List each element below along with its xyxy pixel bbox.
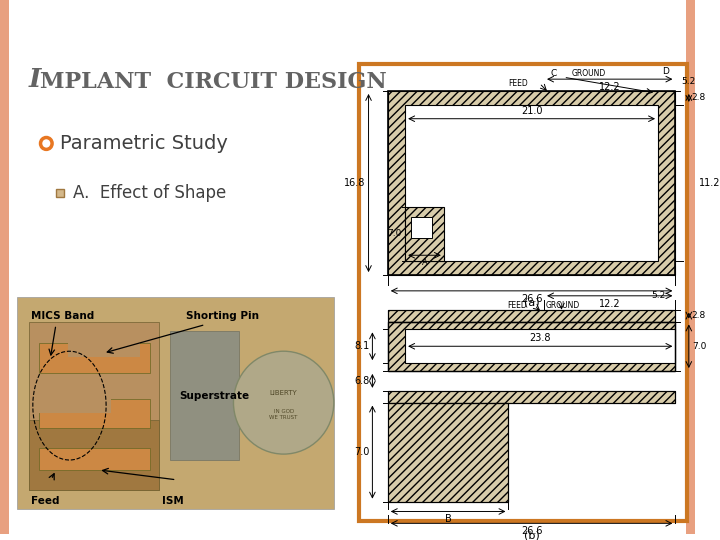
Bar: [68, 343, 140, 357]
Bar: [388, 91, 675, 275]
Bar: [388, 391, 675, 403]
Bar: [39, 343, 150, 373]
Bar: [388, 309, 675, 321]
Text: 26.6: 26.6: [521, 526, 542, 536]
Text: IN GOD
WE TRUST: IN GOD WE TRUST: [269, 409, 298, 420]
Text: B: B: [445, 515, 451, 524]
Bar: [29, 321, 159, 490]
Text: (b): (b): [523, 530, 539, 540]
Text: 6.8: 6.8: [354, 376, 369, 386]
Bar: [39, 399, 150, 428]
Text: 21.0: 21.0: [521, 106, 542, 116]
Text: Parametric Study: Parametric Study: [60, 134, 228, 153]
Text: A: A: [422, 258, 428, 267]
Text: 5.2: 5.2: [681, 77, 696, 86]
Text: GROUND: GROUND: [571, 69, 606, 78]
Bar: [29, 421, 159, 490]
Bar: [39, 399, 111, 413]
Bar: [388, 321, 675, 371]
Bar: [388, 309, 675, 321]
Bar: [388, 403, 508, 502]
Text: 16.8: 16.8: [344, 178, 366, 188]
Text: Superstrate: Superstrate: [179, 391, 250, 401]
Bar: [56, 189, 63, 197]
Text: I: I: [29, 68, 41, 92]
Bar: [405, 207, 444, 261]
Bar: [405, 329, 675, 363]
Text: Shorting Pin: Shorting Pin: [186, 310, 259, 321]
Bar: [388, 91, 675, 275]
Bar: [17, 297, 334, 510]
Text: 26.6: 26.6: [521, 294, 542, 304]
Circle shape: [233, 351, 334, 454]
Text: 11.2: 11.2: [699, 178, 720, 188]
Text: FEED: FEED: [508, 79, 528, 87]
Text: 7.0: 7.0: [692, 342, 706, 351]
Text: 8.1: 8.1: [354, 341, 369, 351]
Bar: [170, 332, 239, 460]
Text: FEED: FEED: [507, 301, 527, 310]
Text: GROUND: GROUND: [546, 301, 580, 310]
FancyBboxPatch shape: [359, 64, 687, 521]
Text: LIBERTY: LIBERTY: [270, 390, 297, 396]
Text: Feed: Feed: [31, 496, 59, 505]
Bar: [0, 0, 9, 534]
Text: 12.2: 12.2: [599, 299, 621, 309]
Text: 12.2: 12.2: [599, 82, 621, 92]
Text: 7.0: 7.0: [387, 230, 401, 239]
Text: 23.8: 23.8: [529, 333, 551, 343]
Text: ISM: ISM: [162, 496, 184, 505]
Text: 2.8: 2.8: [692, 311, 706, 320]
Text: 5.2: 5.2: [651, 291, 665, 300]
Text: 2.8: 2.8: [692, 93, 706, 103]
Bar: [411, 217, 432, 239]
Text: MPLANT  CIRCUIT DESIGN: MPLANT CIRCUIT DESIGN: [40, 71, 387, 93]
Text: A.  Effect of Shape: A. Effect of Shape: [73, 184, 227, 202]
Text: MICS Band: MICS Band: [31, 310, 94, 321]
Text: 7.0: 7.0: [354, 447, 369, 457]
Text: C: C: [551, 69, 557, 78]
Bar: [388, 321, 675, 371]
Text: (a): (a): [523, 298, 539, 308]
Bar: [405, 105, 658, 261]
Text: D: D: [662, 67, 669, 76]
Bar: [686, 0, 695, 534]
Bar: [388, 391, 675, 403]
Bar: [39, 448, 150, 470]
Bar: [388, 403, 508, 502]
